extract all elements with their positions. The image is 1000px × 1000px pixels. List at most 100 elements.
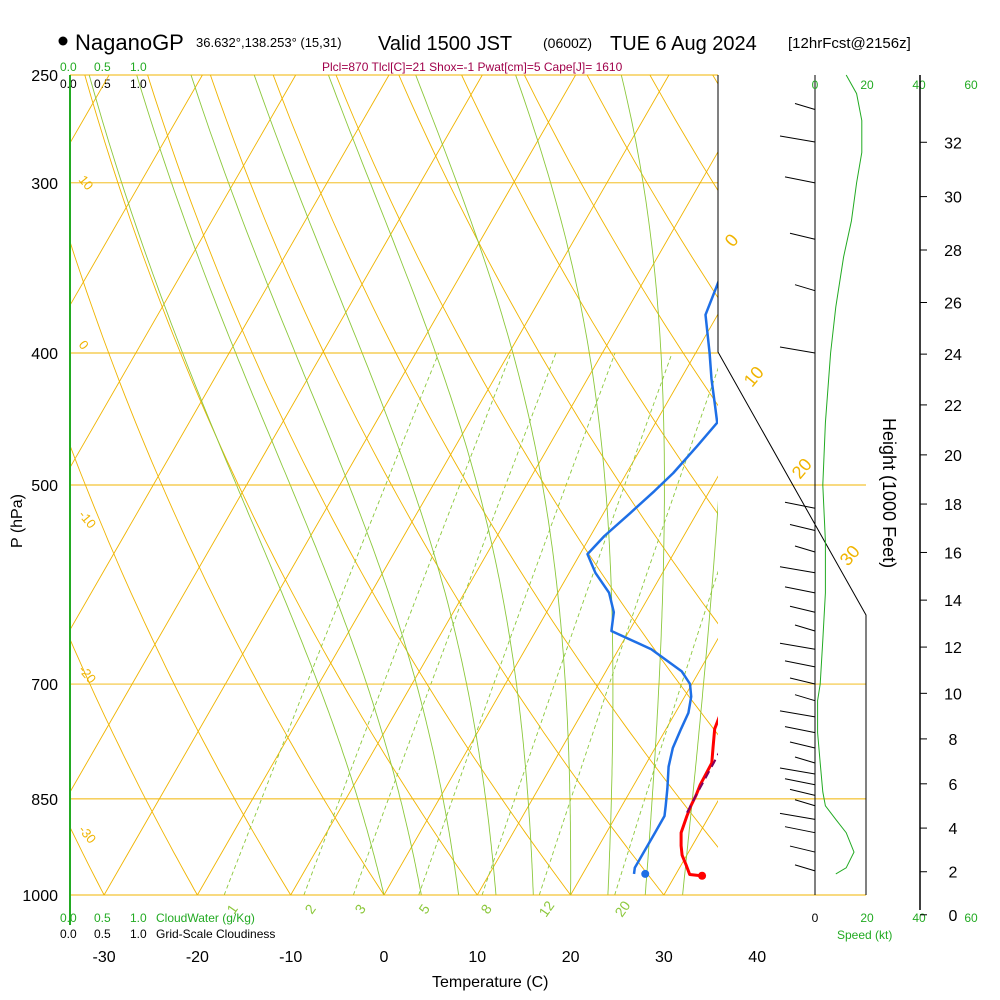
moist-adiabat-line — [415, 75, 572, 895]
dry-adiabat-line — [209, 75, 665, 895]
cloud-water-label: CloudWater (g/Kg) — [156, 911, 255, 925]
dry-adiabat-line — [335, 75, 718, 736]
wind-barb — [789, 845, 816, 853]
cloud-scale-label: 0.5 — [94, 60, 111, 74]
mixing-ratio-label: 20 — [611, 898, 633, 920]
wind-speed-tick-label: 20 — [860, 78, 874, 92]
isotherm-line — [0, 75, 16, 895]
wind-barb — [789, 788, 816, 796]
sounding-lines — [586, 279, 718, 878]
cloud-scale-label: 0.0 — [60, 911, 77, 925]
moist-adiabat-label: 10 — [740, 362, 768, 390]
station-coords: 36.632°,138.253° (15,31) — [196, 35, 342, 50]
pressure-tick-label: 300 — [31, 176, 58, 193]
cloud-scale-label: 1.0 — [130, 911, 147, 925]
wind-barb — [789, 741, 816, 749]
temperature-tick-label: 20 — [562, 949, 580, 966]
wind-speed-tick-label: 60 — [964, 78, 978, 92]
top-cloud-scale-green: 0.0 0.5 1.0 — [60, 60, 147, 74]
isobars — [70, 74, 866, 896]
moist-adiabat-line — [682, 500, 718, 895]
wind-barb — [784, 778, 816, 786]
moist-adiabat-line — [253, 75, 497, 895]
cloud-scale-label: 1.0 — [130, 77, 147, 91]
dry-adiabat-line — [147, 75, 572, 895]
cloud-scale-label: 0.0 — [60, 927, 77, 941]
temperature-tick-label: 40 — [748, 949, 766, 966]
height-tick-label: 4 — [949, 821, 958, 838]
surface-temperature-marker — [698, 871, 707, 880]
dry-adiabat-line — [398, 75, 718, 625]
cloud-scale-label: 1.0 — [130, 60, 147, 74]
height-tick-label: 28 — [944, 243, 962, 260]
mixing-ratio-line — [303, 352, 512, 895]
cloud-scale-label: 0.5 — [94, 77, 111, 91]
height-tick-label: 26 — [944, 296, 962, 313]
wind-speed-tick-label: 20 — [860, 911, 874, 925]
wind-speed-tick-label: 0 — [812, 78, 819, 92]
sounding-indices: Plcl=870 Tlcl[C]=21 Shox=-1 Pwat[cm]=5 C… — [322, 60, 623, 74]
wind-speed-line — [817, 74, 863, 875]
wind-barb — [779, 767, 816, 775]
pressure-tick-label: 500 — [31, 478, 58, 495]
dewpoint-line — [586, 279, 718, 875]
x-axis-label: Temperature (C) — [432, 974, 548, 991]
wind-barb — [779, 135, 816, 143]
height-tick-label: 32 — [944, 135, 962, 152]
valid-time: Valid 1500 JST — [378, 33, 512, 55]
height-tick-label: 0 — [949, 908, 958, 925]
surface-dewpoint-marker — [641, 869, 650, 878]
parcel-line — [686, 752, 718, 814]
cloudiness-label: Grid-Scale Cloudiness — [156, 927, 275, 941]
valid-date: TUE 6 Aug 2024 — [610, 33, 757, 55]
valid-utc: (0600Z) — [543, 35, 592, 51]
cloud-scale-label: 0.0 — [60, 60, 77, 74]
height-tick-label: 14 — [944, 593, 962, 610]
moist-adiabat-line — [327, 75, 534, 895]
wind-speed-tick-label: 40 — [912, 911, 926, 925]
temperature-tick-label: 10 — [468, 949, 486, 966]
wind-barb — [789, 605, 816, 613]
mixing-ratio-label: 8 — [477, 901, 495, 917]
moist-adiabat-label: 20 — [788, 454, 816, 482]
wind-barb — [784, 586, 816, 594]
dry-adiabat-line — [649, 75, 718, 192]
wind-barb — [779, 710, 816, 718]
pressure-tick-label: 1000 — [22, 888, 58, 905]
mixing-ratio-line — [481, 352, 673, 895]
wind-barb — [794, 864, 816, 872]
dry-adiabat-label: 10 — [76, 172, 97, 193]
wind-barb — [779, 566, 816, 574]
wind-speed-tick-label: 0 — [812, 911, 819, 925]
dry-adiabat-line — [885, 51, 1000, 924]
station-marker-icon — [58, 36, 68, 46]
pressure-tick-label: 250 — [31, 68, 58, 85]
height-tick-label: 16 — [944, 545, 962, 562]
dry-adiabat-label: 0 — [76, 337, 92, 352]
cloud-scale-label: 1.0 — [130, 927, 147, 941]
cloud-scale-label: 0.0 — [60, 77, 77, 91]
moist-adiabat-line — [88, 75, 385, 895]
dry-adiabat-line — [70, 826, 105, 895]
height-tick-label: 20 — [944, 448, 962, 465]
height-tick-label: 22 — [944, 398, 962, 415]
wind-barb — [789, 524, 816, 532]
mixing-ratio-line — [352, 352, 557, 895]
pressure-tick-label: 700 — [31, 677, 58, 694]
wind-barb — [794, 102, 816, 110]
bottom-cloud-scale-green: 0.0 0.5 1.0 CloudWater (g/Kg) — [60, 911, 255, 925]
isotherm-line — [70, 75, 297, 469]
station-name: NaganoGP — [75, 30, 184, 55]
height-tick-label: 12 — [944, 640, 962, 657]
temperature-tick-label: -30 — [93, 949, 116, 966]
thermo-grid — [0, 51, 1000, 924]
height-tick-label: 24 — [944, 347, 962, 364]
forecast-info: [12hrFcst@2156z] — [788, 35, 911, 52]
temperature-tick-label: -20 — [186, 949, 209, 966]
wind-barb — [794, 284, 816, 292]
moist-adiabat-line — [190, 75, 460, 895]
